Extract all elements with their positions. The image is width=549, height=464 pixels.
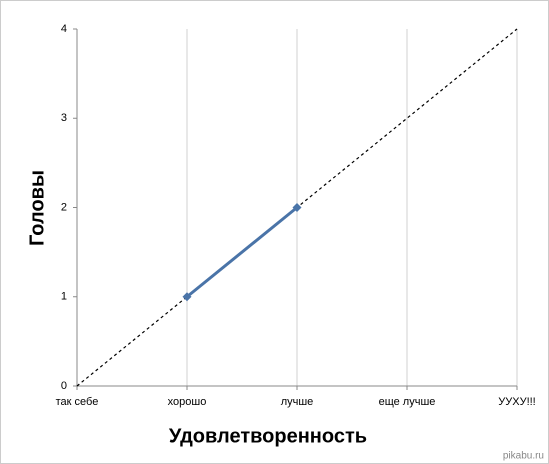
x-tick-label: так себе <box>56 396 99 408</box>
x-tick-label: УУХУ!!! <box>498 396 535 408</box>
marker <box>292 203 302 212</box>
y-axis-title: Головы <box>26 170 48 246</box>
y-tick-label: 1 <box>61 291 67 303</box>
y-tick-label: 2 <box>61 201 67 213</box>
y-tick-label: 3 <box>61 112 67 124</box>
watermark: pikabu.ru <box>503 451 544 462</box>
y-tick-label: 4 <box>61 23 67 35</box>
x-tick-label: лучше <box>281 396 314 408</box>
series-line <box>186 206 298 298</box>
x-tick-label: еще лучше <box>379 396 436 408</box>
marker <box>182 292 192 302</box>
x-tick-label: хорошо <box>168 396 207 408</box>
y-tick-label: 0 <box>61 380 67 392</box>
x-axis-title: Удовлетворенность <box>169 425 367 447</box>
